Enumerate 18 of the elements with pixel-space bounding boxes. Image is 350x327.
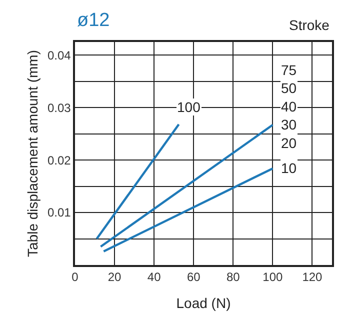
- y-tick-label: 0.04: [47, 48, 72, 62]
- x-axis-title: Load (N): [176, 294, 231, 311]
- series-label: 10: [281, 160, 297, 176]
- series-label: 100: [177, 99, 201, 115]
- chart-title: ø12: [77, 10, 110, 31]
- x-tick-label: 40: [147, 270, 162, 284]
- series-label: 75 50 40 30 20: [281, 62, 297, 151]
- text: Stroke: [289, 17, 330, 33]
- x-tick-label: 20: [108, 270, 122, 284]
- x-tick-label: 100: [262, 270, 284, 284]
- x-tick-label: 60: [186, 270, 201, 284]
- y-tick-label: 0.01: [47, 206, 72, 220]
- y-tick-label: 0.02: [47, 153, 72, 168]
- x-tick-label: 120: [302, 270, 323, 284]
- x-tick-label: 0: [72, 270, 79, 284]
- y-tick-label: 0.03: [47, 100, 72, 115]
- x-tick-label: 80: [226, 270, 240, 284]
- y-axis-title: Table displacement amount (mm): [24, 50, 41, 257]
